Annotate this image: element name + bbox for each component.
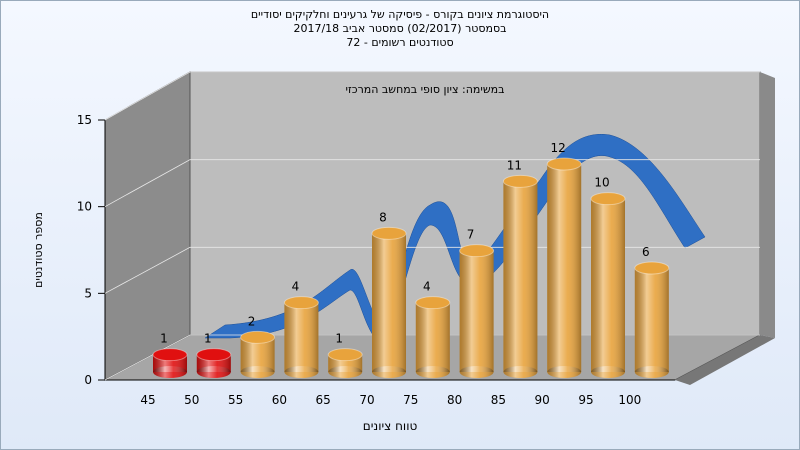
x-tick-label: 80	[447, 393, 462, 407]
y-tick-label: 15	[77, 113, 92, 127]
y-axis-title: מספר סטודנטים	[32, 212, 45, 288]
x-tick-label: 70	[359, 393, 374, 407]
grid-line	[104, 71, 760, 121]
bar	[502, 174, 538, 378]
value-label: 6	[642, 245, 650, 259]
floor-edge	[675, 335, 775, 385]
x-tick-label: 60	[272, 393, 287, 407]
bar	[459, 244, 495, 378]
value-label: 2	[248, 314, 256, 328]
bar	[415, 296, 451, 378]
bar	[152, 348, 188, 378]
bar	[196, 348, 232, 378]
y-tick-label: 10	[77, 200, 92, 214]
x-tick-label: 75	[403, 393, 418, 407]
value-label: 12	[551, 141, 566, 155]
value-label: 1	[335, 332, 343, 346]
bar	[327, 348, 363, 378]
title-line: היסטוגרמת ציונים בקורס - פיסיקה של גרעינ…	[251, 8, 549, 21]
value-label: 10	[594, 176, 609, 190]
x-tick-label: 65	[316, 393, 331, 407]
bar	[283, 296, 319, 378]
bar	[634, 261, 670, 378]
annotation: במשימה: ציון סופי במחשב המרכזי	[345, 83, 504, 96]
bar	[546, 157, 582, 378]
x-tick-label: 50	[184, 393, 199, 407]
bar	[240, 330, 276, 378]
wall-edge	[760, 72, 775, 338]
bar	[371, 226, 407, 378]
value-label: 7	[467, 228, 475, 242]
x-axis-title: טווח ציונים	[363, 419, 418, 433]
value-label: 4	[292, 280, 300, 294]
value-label: 1	[160, 332, 168, 346]
value-label: 8	[379, 210, 387, 224]
value-label: 1	[204, 332, 212, 346]
y-tick-label: 5	[84, 286, 92, 300]
x-tick-label: 100	[618, 393, 641, 407]
x-tick-label: 55	[228, 393, 243, 407]
x-tick-label: 95	[578, 393, 593, 407]
x-tick-label: 85	[491, 393, 506, 407]
value-label: 11	[507, 158, 522, 172]
x-tick-label: 45	[140, 393, 155, 407]
value-label: 4	[423, 280, 431, 294]
y-tick-label: 0	[84, 373, 92, 387]
side-wall	[104, 71, 191, 381]
bar	[590, 192, 626, 378]
title-line: בסמסטר (02/2017) סמסטר אביב 2017/18	[293, 22, 506, 35]
x-tick-label: 90	[535, 393, 550, 407]
title-line: סטודנטים רשומים - 72	[346, 36, 453, 49]
